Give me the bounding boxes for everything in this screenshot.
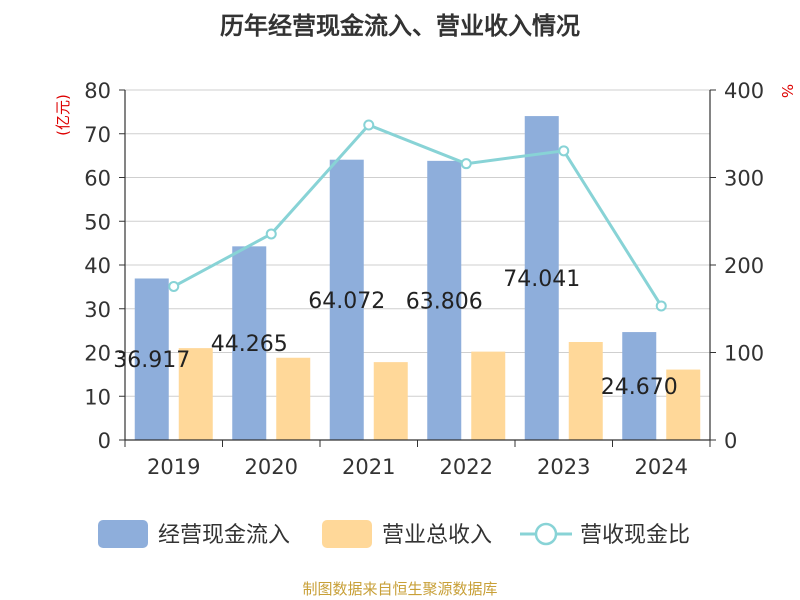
revenue-bar	[276, 357, 311, 440]
ratio-point	[168, 280, 180, 292]
x-tick-label: 2019	[147, 455, 200, 479]
cash-inflow-bar	[232, 246, 267, 440]
source-note: 制图数据来自恒生聚源数据库	[302, 580, 497, 598]
ratio-line	[168, 119, 667, 312]
revenue-bar	[568, 342, 603, 440]
revenue-bar	[666, 369, 701, 440]
ratio-line-path	[173, 123, 663, 307]
legend-marker	[534, 522, 558, 546]
x-tick-label: 2022	[440, 455, 493, 479]
legend-label: 经营现金流入	[158, 523, 290, 548]
right-tick-label: 0	[724, 429, 737, 453]
bars	[134, 116, 701, 441]
left-tick-label: 40	[84, 254, 111, 278]
axes: 0 10 20 30 40 50 60 70 80 0 100 200 300 400 2019 2020 20…	[84, 79, 764, 479]
x-tick-label: 2020	[245, 455, 298, 479]
data-labels: 36.917 44.265 64.072 63.806 74.041 24.670	[113, 267, 677, 400]
cash-inflow-data-label: 44.265	[211, 332, 288, 357]
left-tick-label: 0	[98, 429, 111, 453]
right-tick-label: 100	[724, 342, 764, 366]
left-tick-label: 20	[84, 342, 111, 366]
ratio-point	[363, 119, 375, 131]
left-tick-label: 60	[84, 167, 111, 191]
left-tick-label: 70	[84, 123, 111, 147]
cash-inflow-bar	[622, 332, 657, 440]
ratio-point	[558, 145, 570, 157]
left-tick-label: 80	[84, 79, 111, 103]
cash-inflow-data-label: 64.072	[308, 289, 385, 314]
revenue-bar	[373, 362, 408, 440]
legend-label: 营业总收入	[382, 523, 492, 548]
right-tick-label: 200	[724, 254, 764, 278]
left-tick-label: 10	[84, 385, 111, 409]
left-tick-label: 30	[84, 298, 111, 322]
cash-inflow-data-label: 24.670	[601, 375, 678, 400]
left-tick-label: 50	[84, 210, 111, 234]
legend-label: 营收现金比	[580, 523, 690, 548]
ratio-point	[655, 300, 667, 312]
revenue-bar	[178, 348, 213, 440]
x-tick-label: 2023	[537, 455, 590, 479]
ratio-point	[265, 228, 277, 240]
legend-swatch	[322, 520, 372, 548]
cash-inflow-data-label: 36.917	[113, 348, 190, 373]
cash-inflow-bar	[427, 160, 462, 440]
legend-swatch	[98, 520, 148, 548]
ratio-point	[460, 158, 472, 170]
right-tick-label: 400	[724, 79, 764, 103]
revenue-bar	[471, 351, 506, 440]
legend: 经营现金流入 营业总收入 营收现金比	[98, 520, 690, 548]
cash-inflow-data-label: 74.041	[503, 267, 580, 292]
x-tick-label: 2021	[342, 455, 395, 479]
cash-inflow-data-label: 63.806	[406, 289, 483, 314]
cash-inflow-bar	[329, 159, 364, 440]
cash-inflow-bar	[524, 116, 559, 441]
cash-inflow-bar	[134, 278, 169, 440]
chart-title: 历年经营现金流入、营业收入情况	[220, 12, 580, 40]
left-axis-unit: (亿元)	[54, 94, 72, 136]
right-axis-unit: %	[778, 84, 796, 98]
right-tick-label: 300	[724, 167, 764, 191]
gridlines	[125, 89, 710, 397]
x-tick-label: 2024	[635, 455, 688, 479]
